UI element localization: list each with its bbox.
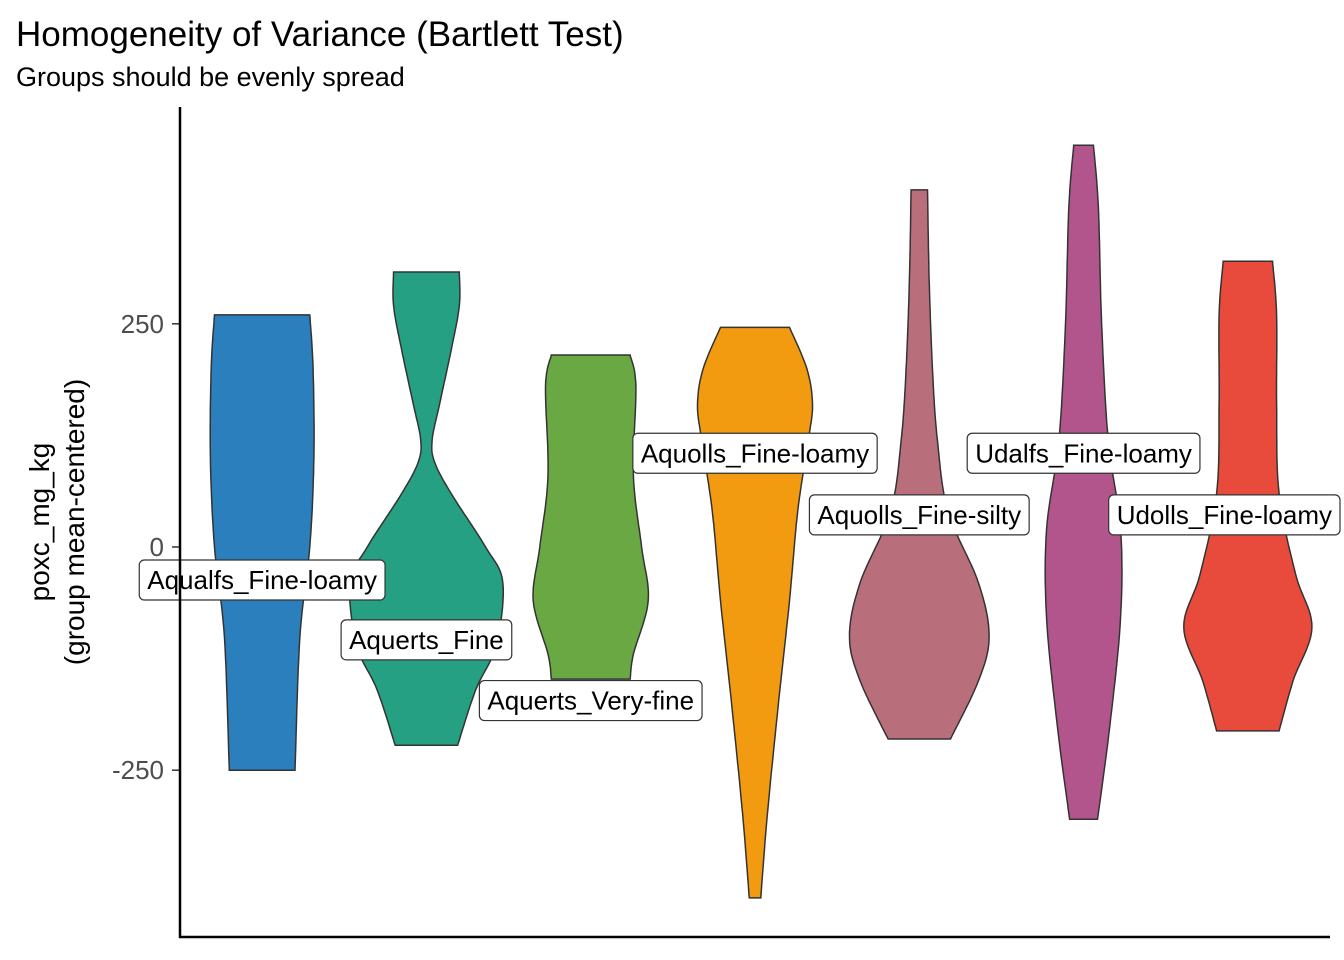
group-label-box <box>138 559 386 601</box>
group-label-aquerts-very-fine: Aquerts_Very-fine <box>478 679 703 722</box>
group-label-box <box>340 619 513 661</box>
violin-aquolls-fine-silty <box>848 189 990 740</box>
group-label-aquolls-fine-loamy: Aquolls_Fine-loamy <box>632 432 878 474</box>
group-label-box <box>632 432 878 474</box>
y-tick-label: 0 <box>150 532 164 562</box>
group-label-udolls-fine-loamy: Udolls_Fine-loamy <box>1108 494 1341 536</box>
group-label-aquerts-fine: Aquerts_Fine <box>340 619 513 661</box>
violin-aquerts-very-fine <box>532 354 650 680</box>
group-label-text: Aqualfs_Fine-loamy <box>147 565 377 595</box>
chart-subtitle: Groups should be evenly spread <box>16 62 405 92</box>
y-axis-title-line-1: poxc_mg_kg <box>24 443 55 602</box>
group-label-box <box>808 494 1030 536</box>
group-label-text: Udolls_Fine-loamy <box>1117 500 1332 530</box>
y-axis-title-line-2: (group mean-centered) <box>59 379 90 665</box>
violin-aquolls-fine-loamy <box>696 326 814 899</box>
y-axis-title: poxc_mg_kg (group mean-centered) <box>24 379 90 665</box>
group-label-box <box>966 432 1201 474</box>
group-label-text: Aquerts_Very-fine <box>487 686 694 716</box>
group-label-box <box>478 679 703 722</box>
group-label-aquolls-fine-silty: Aquolls_Fine-silty <box>808 494 1030 536</box>
chart-title: Homogeneity of Variance (Bartlett Test) <box>16 15 624 54</box>
group-label-text: Aquolls_Fine-silty <box>817 500 1021 530</box>
group-label-udalfs-fine-loamy: Udalfs_Fine-loamy <box>966 432 1201 474</box>
y-tick-label: 250 <box>121 309 164 339</box>
y-axis-ticks: -250 0 250 <box>112 309 180 785</box>
violin-udalfs-fine-loamy <box>1044 144 1123 821</box>
group-label-text: Aquolls_Fine-loamy <box>641 438 869 468</box>
group-label-aqualfs-fine-loamy: Aqualfs_Fine-loamy <box>138 559 386 601</box>
group-label-text: Aquerts_Fine <box>349 625 504 655</box>
group-label-box <box>1108 494 1341 536</box>
violin-aqualfs-fine-loamy <box>209 314 315 771</box>
group-label-text: Udalfs_Fine-loamy <box>975 438 1192 468</box>
y-tick-label: -250 <box>112 755 164 785</box>
group-labels: Aqualfs_Fine-loamy Aquerts_Fine Aquerts_Ve… <box>138 432 1341 722</box>
violin-aquerts-fine <box>348 271 505 746</box>
